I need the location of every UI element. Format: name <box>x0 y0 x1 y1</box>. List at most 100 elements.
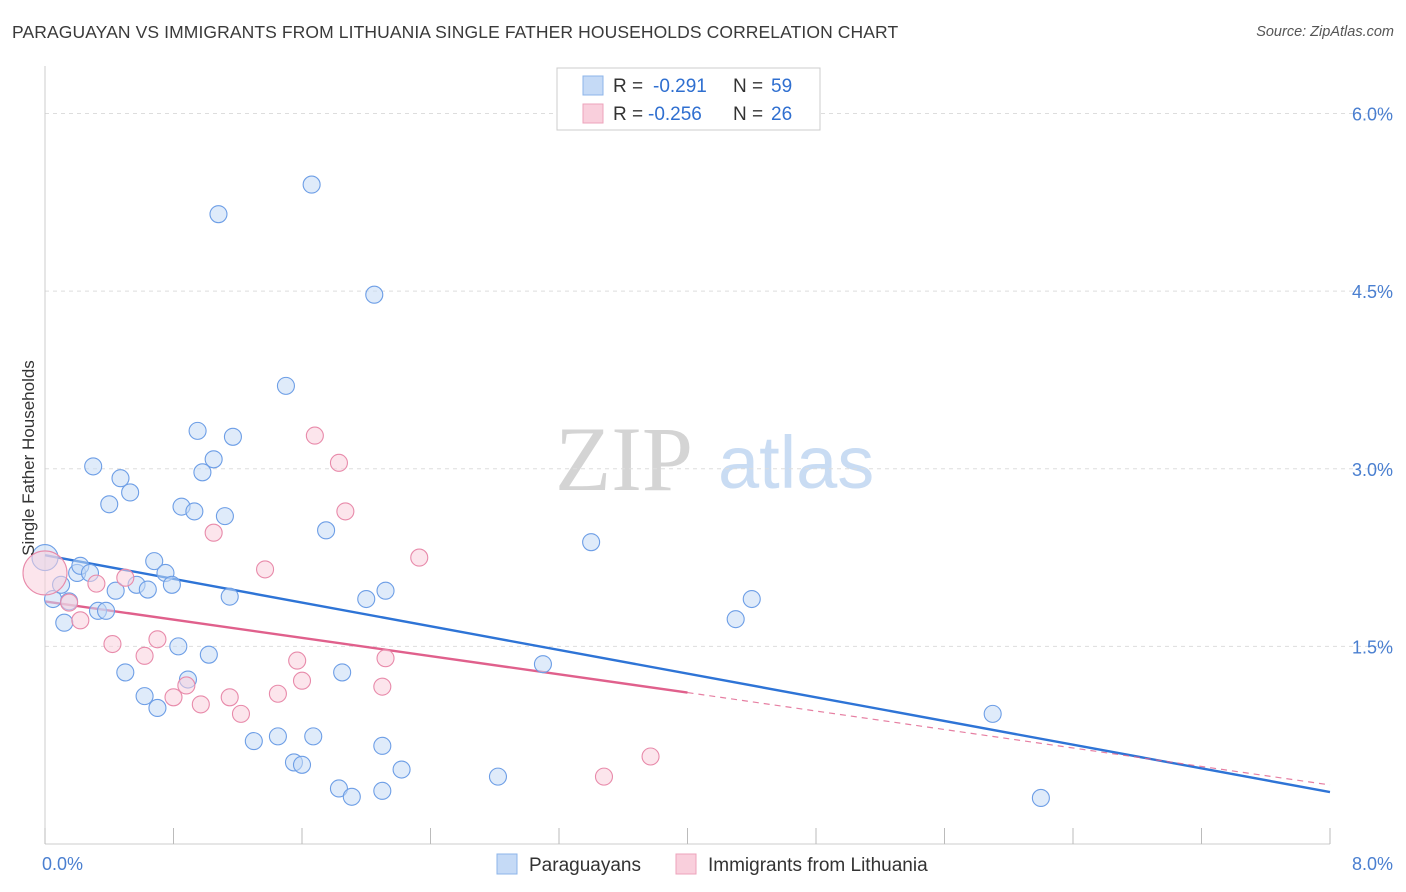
stats-legend: R = -0.291 N = 59 R = -0.256 N = 26 <box>556 67 821 131</box>
paraguayans-point <box>55 613 74 632</box>
paraguayans-point <box>84 457 103 476</box>
lithuania-trend-dashed <box>687 691 1331 786</box>
paraguayans-point <box>199 645 218 664</box>
y-tick-label: 6.0% <box>1352 105 1393 125</box>
lithuania-point <box>376 649 395 668</box>
paraguayans-point <box>148 698 167 718</box>
lithuania-trend-line <box>44 600 688 694</box>
x-axis-tick-labels: 0.0% 8.0% <box>42 854 1393 874</box>
lithuania-point <box>116 568 135 587</box>
lithuania-point <box>329 453 348 472</box>
paraguayans-point <box>111 469 130 488</box>
watermark-zip: ZIP <box>555 408 693 510</box>
gridlines <box>45 113 1392 647</box>
paraguayans-point <box>342 787 361 806</box>
r-label-1: R = <box>613 76 643 97</box>
lithuania-point <box>292 671 312 690</box>
paraguayans-point <box>276 376 295 395</box>
n-label-2: N = <box>733 104 763 125</box>
lithuania-point <box>71 611 90 630</box>
trend-lines <box>44 554 1331 794</box>
legend-paraguayans-swatch <box>496 853 518 875</box>
lithuania-point <box>135 646 154 665</box>
paraguayans-point <box>223 427 242 446</box>
watermark-atlas: atlas <box>718 421 874 504</box>
legend-paraguayans-label: Paraguayans <box>529 855 641 876</box>
lithuania-point <box>220 688 239 707</box>
paraguayans-point <box>220 587 239 606</box>
paraguayans-point <box>193 463 212 482</box>
paraguayans-point <box>317 521 336 540</box>
lithuania-point <box>148 630 167 649</box>
lithuania-point <box>336 502 355 521</box>
legend-lithuania-swatch <box>675 853 697 875</box>
lithuania-point <box>177 676 196 695</box>
paraguayans-point <box>302 175 321 194</box>
paraguayans-point <box>100 495 119 514</box>
paraguayans-point <box>357 589 376 609</box>
paraguayans-point <box>304 727 323 746</box>
paraguayans-point <box>742 589 761 609</box>
paraguayans-point <box>333 663 352 682</box>
paraguayans-point <box>533 655 552 674</box>
lithuania-point <box>103 634 122 654</box>
paraguayans-trend-line <box>44 554 1331 794</box>
y-axis-title: Single Father Households <box>19 360 38 556</box>
r-value-2: -0.256 <box>648 104 702 125</box>
r-label-2: R = <box>613 104 643 125</box>
paraguayans-point <box>96 601 116 620</box>
paraguayans-point <box>116 663 135 682</box>
paraguayans-point <box>209 205 228 224</box>
x-axis-ticks <box>44 828 1331 844</box>
paraguayans-point <box>1031 788 1050 807</box>
lithuania-point <box>256 560 275 579</box>
lithuania-point <box>288 651 307 670</box>
lithuania-point <box>410 548 429 567</box>
y-axis-tick-labels: 1.5% 3.0% 4.5% 6.0% <box>1352 105 1393 658</box>
r-value-1: -0.291 <box>653 76 707 97</box>
paraguayans-point <box>244 732 263 751</box>
lithuania-point <box>268 684 287 703</box>
paraguayans-point <box>365 285 384 304</box>
lithuania-swatch <box>582 103 604 124</box>
lithuania-point <box>641 747 660 766</box>
paraguayans-point <box>185 502 204 521</box>
paraguayans-point <box>983 704 1002 723</box>
y-tick-label: 4.5% <box>1352 282 1393 302</box>
n-label-1: N = <box>733 76 763 97</box>
paraguayans-point <box>162 575 181 594</box>
n-value-1: 59 <box>771 76 792 97</box>
paraguayans-point <box>215 507 234 526</box>
watermark: ZIP atlas <box>555 408 874 510</box>
paraguayans-point <box>135 687 154 706</box>
paraguayans-point <box>138 580 157 599</box>
y-tick-label: 1.5% <box>1352 637 1393 657</box>
x-tick-label: 0.0% <box>42 854 83 874</box>
n-value-2: 26 <box>771 104 792 125</box>
lithuania-point <box>373 677 392 696</box>
paraguayans-point <box>145 552 164 571</box>
legend-lithuania-label: Immigrants from Lithuania <box>708 855 928 876</box>
paraguayans-point <box>726 610 745 629</box>
chart-title: PARAGUAYAN VS IMMIGRANTS FROM LITHUANIA … <box>12 22 899 42</box>
source-credit: Source: ZipAtlas.com <box>1256 24 1394 40</box>
bottom-legend: Paraguayans Immigrants from Lithuania <box>496 853 928 876</box>
x-tick-label: 8.0% <box>1352 854 1393 874</box>
paraguayans-point <box>204 450 223 469</box>
paraguayans-point <box>392 760 411 779</box>
lithuania-point <box>204 523 223 542</box>
lithuania-point <box>60 593 79 612</box>
data-points <box>22 175 1050 807</box>
lithuania-point <box>305 426 324 445</box>
paraguayans-point <box>121 483 140 502</box>
paraguayans-point <box>268 727 287 746</box>
paraguayans-point <box>373 781 392 800</box>
paraguayans-point <box>169 637 188 656</box>
paraguayans-point <box>582 533 601 552</box>
paraguayans-point <box>188 421 207 440</box>
paraguayans-swatch <box>582 75 604 96</box>
lithuania-point <box>87 574 106 593</box>
paraguayans-point <box>373 736 392 755</box>
lithuania-point <box>164 688 183 707</box>
